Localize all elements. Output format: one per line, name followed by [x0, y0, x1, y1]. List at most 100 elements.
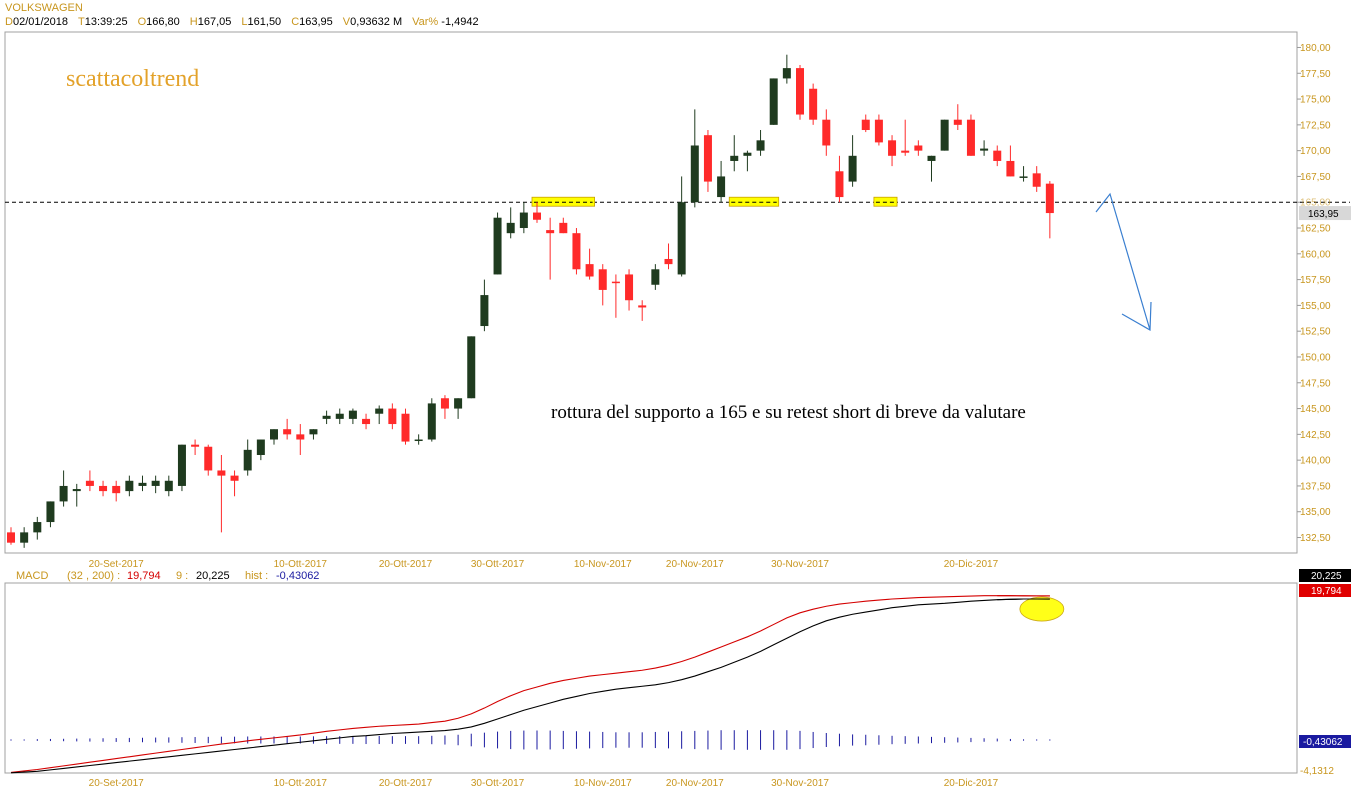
candle-down[interactable] [1032, 173, 1041, 187]
candle-up[interactable] [46, 501, 55, 523]
quote-value: 0,93632 M [350, 16, 403, 28]
candle-down[interactable] [625, 274, 634, 301]
candle-up[interactable] [138, 482, 147, 486]
y-tick-label: 162,50 [1300, 224, 1331, 235]
signal-value-box [1299, 569, 1351, 582]
candle-up[interactable] [493, 217, 502, 275]
candle-up[interactable] [454, 398, 463, 409]
candle-down[interactable] [572, 233, 581, 270]
candle-up[interactable] [927, 155, 936, 161]
y-tick-label: 172,50 [1300, 120, 1331, 131]
candle-up[interactable] [256, 439, 265, 455]
candle-down[interactable] [559, 222, 568, 234]
candle-up[interactable] [467, 336, 476, 399]
candle-up[interactable] [677, 202, 686, 275]
candle-down[interactable] [401, 413, 410, 442]
candle-down[interactable] [822, 119, 831, 146]
candle-up[interactable] [72, 489, 81, 492]
candle-down[interactable] [914, 145, 923, 151]
candle-down[interactable] [204, 446, 213, 471]
x-tick-label: 30-Ott-2017 [471, 778, 525, 789]
candle-down[interactable] [217, 470, 226, 476]
candle-down[interactable] [664, 258, 673, 265]
candle-up[interactable] [335, 413, 344, 419]
quote-key: H [189, 16, 198, 28]
candle-down[interactable] [283, 429, 292, 435]
candle-down[interactable] [796, 68, 804, 115]
candle-up[interactable] [743, 152, 752, 156]
candle-up[interactable] [782, 68, 791, 79]
x-tick-label: 20-Dic-2017 [944, 559, 999, 570]
candle-up[interactable] [769, 78, 778, 125]
candle-down[interactable] [85, 480, 94, 486]
candle-up[interactable] [427, 403, 436, 440]
candle-down[interactable] [1045, 183, 1054, 214]
candle-up[interactable] [519, 212, 528, 229]
candle-down[interactable] [546, 230, 555, 234]
candle-up[interactable] [414, 439, 423, 442]
candle-up[interactable] [243, 449, 252, 471]
hist-value-label: -0,43062 [1303, 737, 1343, 748]
candle-down[interactable] [533, 212, 541, 220]
candle-down[interactable] [191, 444, 200, 447]
candle-down[interactable] [388, 408, 397, 425]
candle-down[interactable] [440, 398, 449, 409]
candle-down[interactable] [7, 532, 15, 543]
candle-up[interactable] [59, 485, 68, 502]
candle-down[interactable] [99, 485, 108, 492]
candle-up[interactable] [690, 145, 699, 203]
candle-up[interactable] [177, 444, 186, 486]
y-tick-label: 140,00 [1300, 456, 1331, 467]
macd-name: MACD [16, 570, 48, 582]
candle-up[interactable] [980, 148, 989, 151]
candle-up[interactable] [270, 429, 278, 440]
candle-down[interactable] [611, 281, 620, 284]
candle-down[interactable] [1006, 160, 1015, 177]
candle-down[interactable] [230, 475, 239, 481]
candle-up[interactable] [506, 222, 515, 234]
y-tick-label: 167,50 [1300, 172, 1331, 183]
candle-up[interactable] [348, 410, 357, 419]
candle-up[interactable] [20, 532, 29, 543]
candle-down[interactable] [835, 171, 844, 198]
candle-down[interactable] [112, 485, 121, 494]
candle-down[interactable] [703, 135, 712, 182]
candle-down[interactable] [966, 119, 975, 156]
candle-up[interactable] [848, 155, 857, 182]
candle-up[interactable] [940, 119, 949, 151]
candle-up[interactable] [480, 295, 489, 327]
candle-down[interactable] [638, 305, 647, 308]
y-tick-label: 160,00 [1300, 249, 1331, 260]
candle-down[interactable] [993, 150, 1002, 161]
candle-down[interactable] [809, 88, 818, 120]
candle-up[interactable] [33, 522, 42, 533]
candle-up[interactable] [151, 480, 160, 486]
candle-down[interactable] [874, 119, 883, 143]
x-tick-label: 10-Ott-2017 [274, 778, 328, 789]
candle-down[interactable] [362, 418, 371, 425]
candle-up[interactable] [322, 415, 331, 419]
candle-up[interactable] [730, 155, 739, 161]
candle-down[interactable] [901, 150, 910, 153]
macd-value-box [1299, 584, 1351, 597]
quote-value: 163,95 [299, 16, 333, 28]
candle-up[interactable] [375, 408, 384, 414]
signal-line [10, 595, 1050, 773]
macd-params: (32 , 200) : [67, 570, 120, 582]
candle-down[interactable] [598, 269, 607, 290]
candle-up[interactable] [125, 480, 134, 492]
candle-up[interactable] [1019, 176, 1028, 178]
candle-down[interactable] [861, 119, 870, 131]
candle-down[interactable] [953, 119, 962, 125]
candle-down[interactable] [585, 264, 594, 277]
candle-up[interactable] [309, 429, 318, 435]
candle-up[interactable] [651, 269, 660, 285]
quote-key: V [342, 16, 351, 28]
candle-up[interactable] [164, 480, 173, 492]
candle-down[interactable] [296, 434, 305, 440]
candle-up[interactable] [756, 140, 765, 151]
candle-up[interactable] [717, 176, 726, 198]
candle-down[interactable] [888, 140, 897, 156]
x-tick-label: 30-Nov-2017 [771, 559, 829, 570]
